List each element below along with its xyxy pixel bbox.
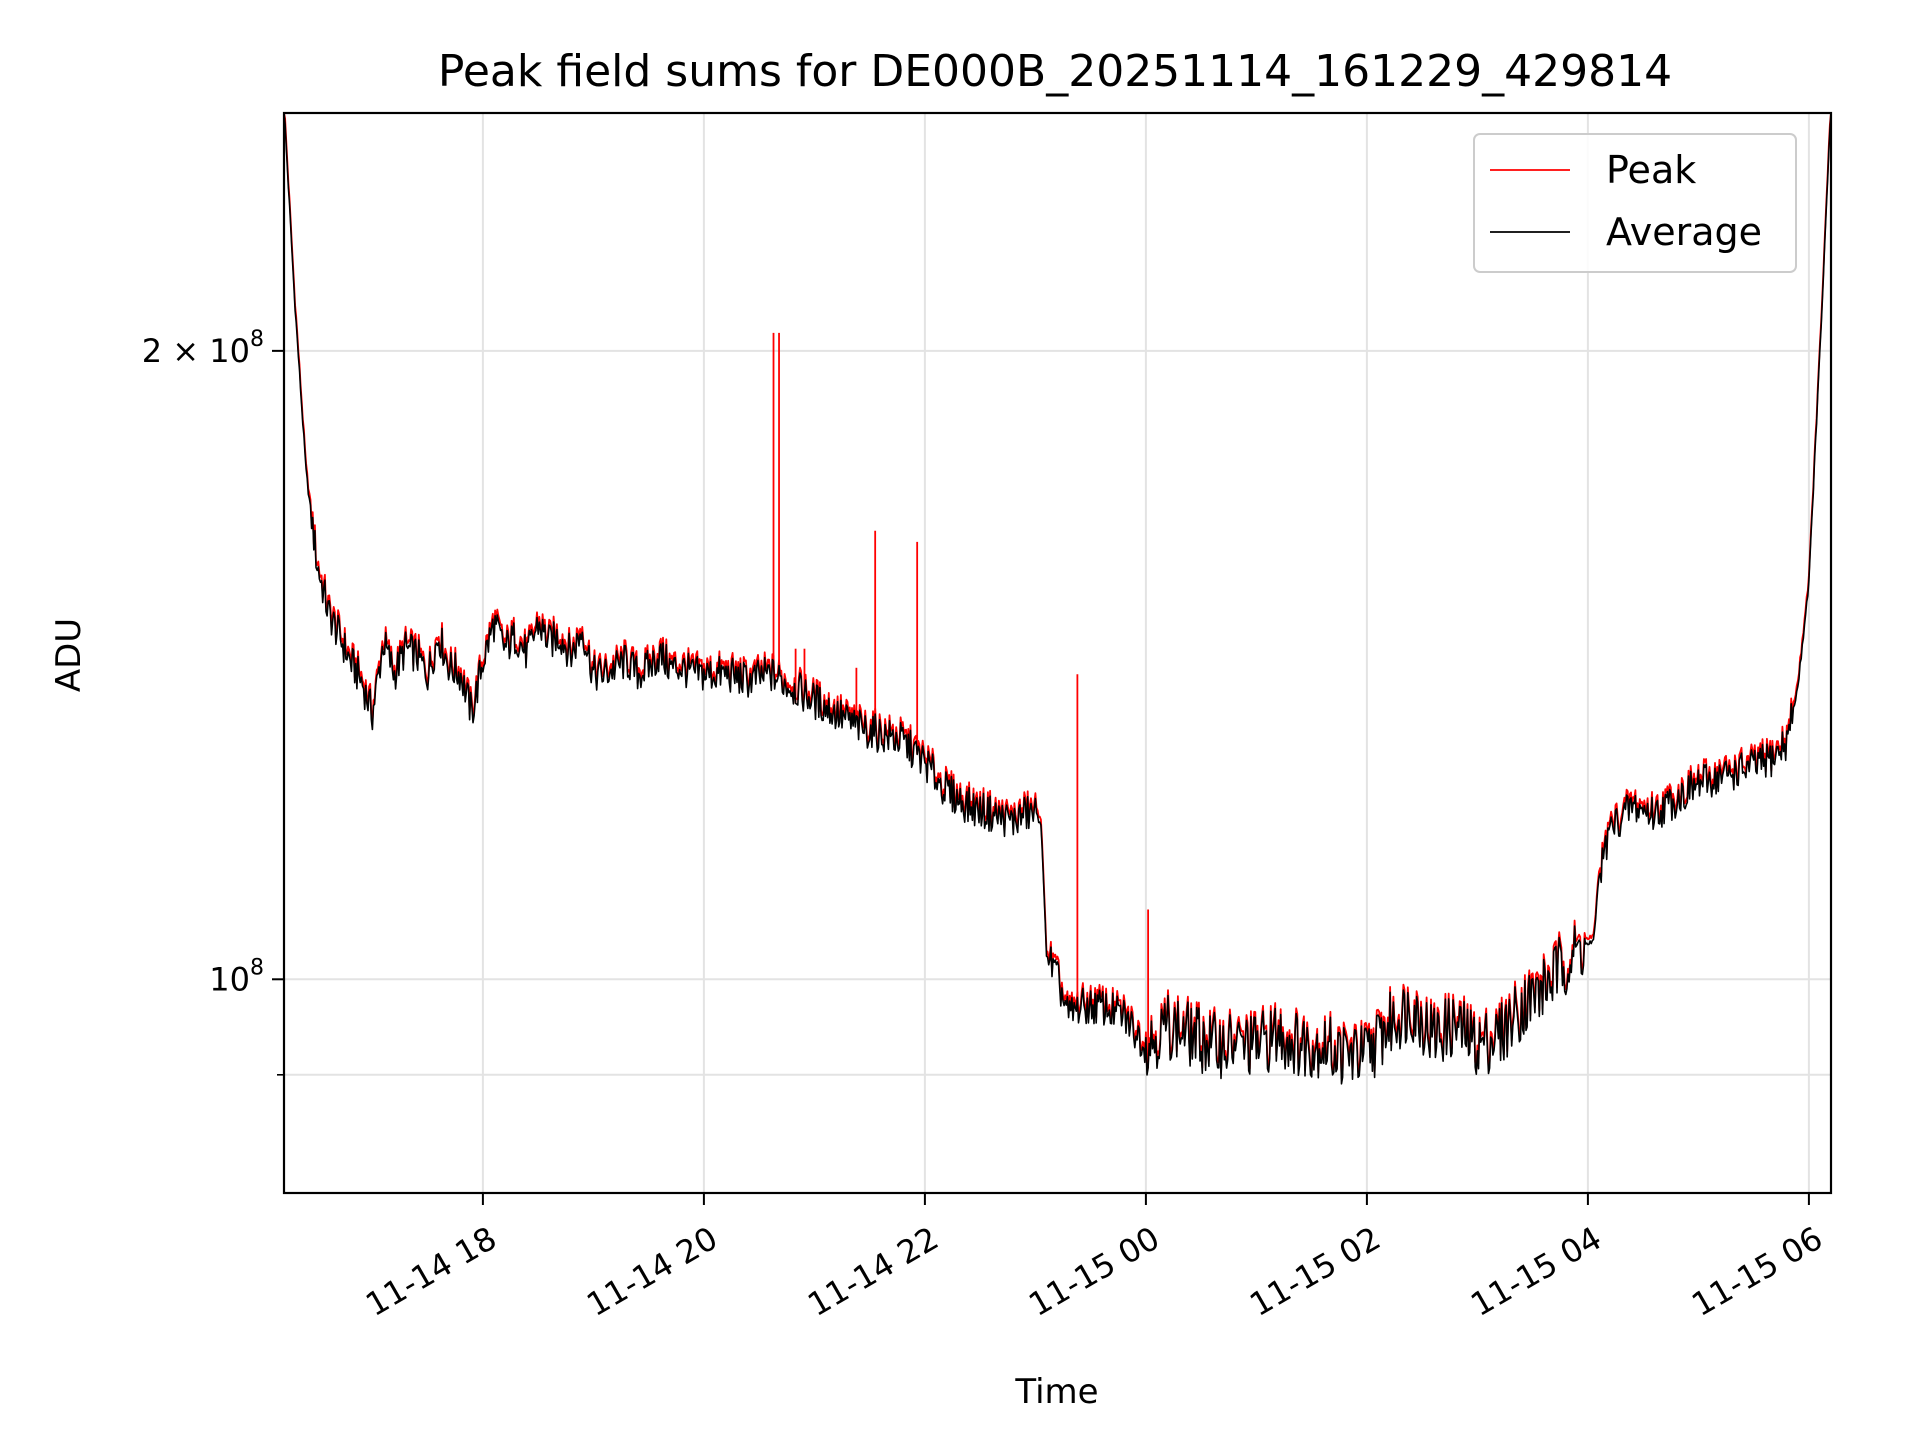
series-line-average [283,112,1832,1085]
y-tick-label: 2 × 108 [142,327,264,370]
chart-title: Peak field sums for DE000B_20251114_1612… [438,46,1672,97]
y-tick-label-exponent: 8 [250,955,264,980]
x-axis-title: Time [1014,1372,1098,1412]
y-axis-title: ADU [49,618,89,692]
series-layer [283,112,1832,1085]
y-tick-label-base: 10 [209,960,250,998]
y-tick-label: 108 [209,955,264,998]
legend-label-peak: Peak [1606,148,1696,192]
y-tick-label-base: 2 × 10 [142,332,250,370]
grid-layer [284,113,1831,1193]
legend-label-average: Average [1606,210,1762,254]
legend: Peak Average [1473,133,1797,273]
plot-area-frame [282,111,1833,1195]
y-tick-label-exponent: 8 [250,327,264,352]
legend-box [1473,133,1797,273]
